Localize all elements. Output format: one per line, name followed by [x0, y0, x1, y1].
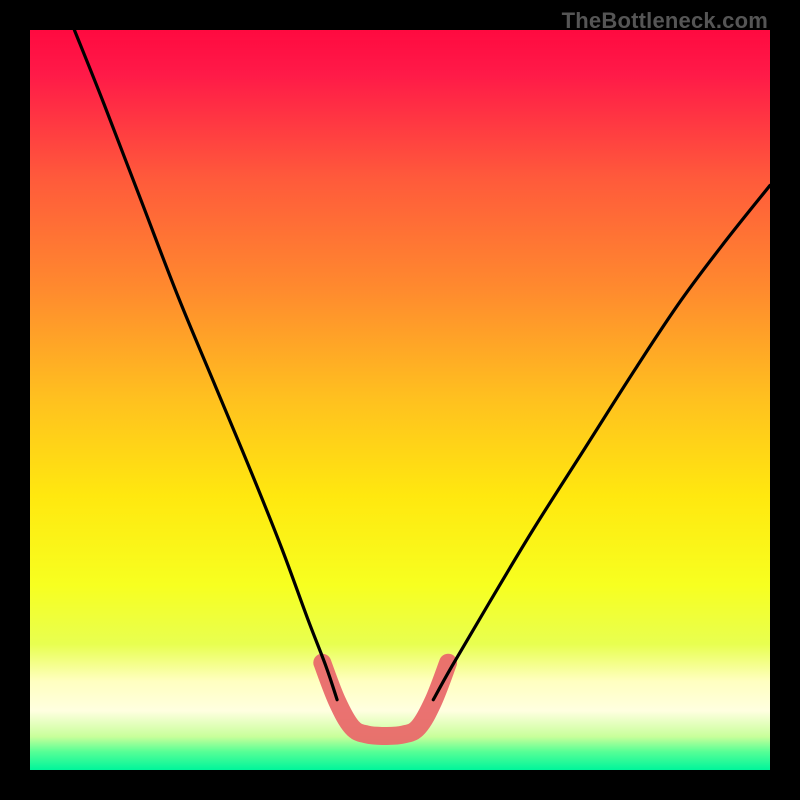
- bottleneck-curve-left: [74, 30, 337, 700]
- watermark-text: TheBottleneck.com: [562, 8, 768, 34]
- trough-band: [322, 663, 448, 736]
- plot-area: [30, 30, 770, 770]
- chart-frame: TheBottleneck.com: [0, 0, 800, 800]
- curve-layer: [30, 30, 770, 770]
- bottleneck-curve-right: [433, 185, 770, 699]
